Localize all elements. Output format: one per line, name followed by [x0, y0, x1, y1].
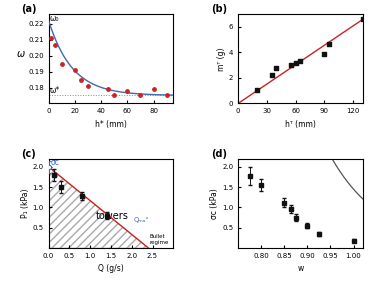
- Point: [269, 72, 275, 77]
- Y-axis label: σᴄ (kPa): σᴄ (kPa): [210, 188, 219, 219]
- X-axis label: Q (g/s): Q (g/s): [98, 264, 124, 273]
- Polygon shape: [49, 167, 148, 248]
- Text: ω*: ω*: [49, 86, 59, 95]
- Point: [151, 87, 157, 91]
- Point: [360, 17, 366, 22]
- Point: [254, 88, 260, 92]
- Point: [297, 59, 303, 64]
- X-axis label: h* (mm): h* (mm): [95, 120, 127, 129]
- Text: σᴄ: σᴄ: [51, 158, 59, 167]
- X-axis label: w: w: [297, 264, 304, 273]
- Point: [111, 93, 117, 98]
- Text: (d): (d): [211, 149, 227, 159]
- Text: Qₘₐˣ: Qₘₐˣ: [134, 217, 150, 223]
- Point: [125, 88, 131, 93]
- Point: [72, 68, 78, 72]
- Point: [59, 61, 65, 66]
- Point: [85, 84, 91, 88]
- Y-axis label: P₁ (kPa): P₁ (kPa): [21, 189, 30, 218]
- Point: [326, 42, 332, 46]
- Point: [79, 77, 85, 82]
- Point: [52, 42, 58, 47]
- Text: (a): (a): [21, 5, 37, 15]
- Text: (b): (b): [211, 5, 227, 15]
- Y-axis label: ω: ω: [17, 49, 25, 59]
- Point: [288, 63, 294, 68]
- Point: [48, 36, 54, 40]
- Point: [293, 60, 299, 65]
- Text: (c): (c): [21, 149, 36, 159]
- Y-axis label: mᵀ (g): mᵀ (g): [217, 47, 226, 71]
- Point: [138, 93, 144, 98]
- X-axis label: hᵀ (mm): hᵀ (mm): [285, 120, 316, 129]
- Text: towers: towers: [96, 211, 129, 221]
- Point: [164, 93, 170, 98]
- Point: [105, 87, 111, 91]
- Point: [273, 66, 279, 71]
- Text: Bullet
regime: Bullet regime: [149, 234, 169, 245]
- Point: [321, 52, 327, 57]
- Text: ω₀: ω₀: [50, 15, 59, 23]
